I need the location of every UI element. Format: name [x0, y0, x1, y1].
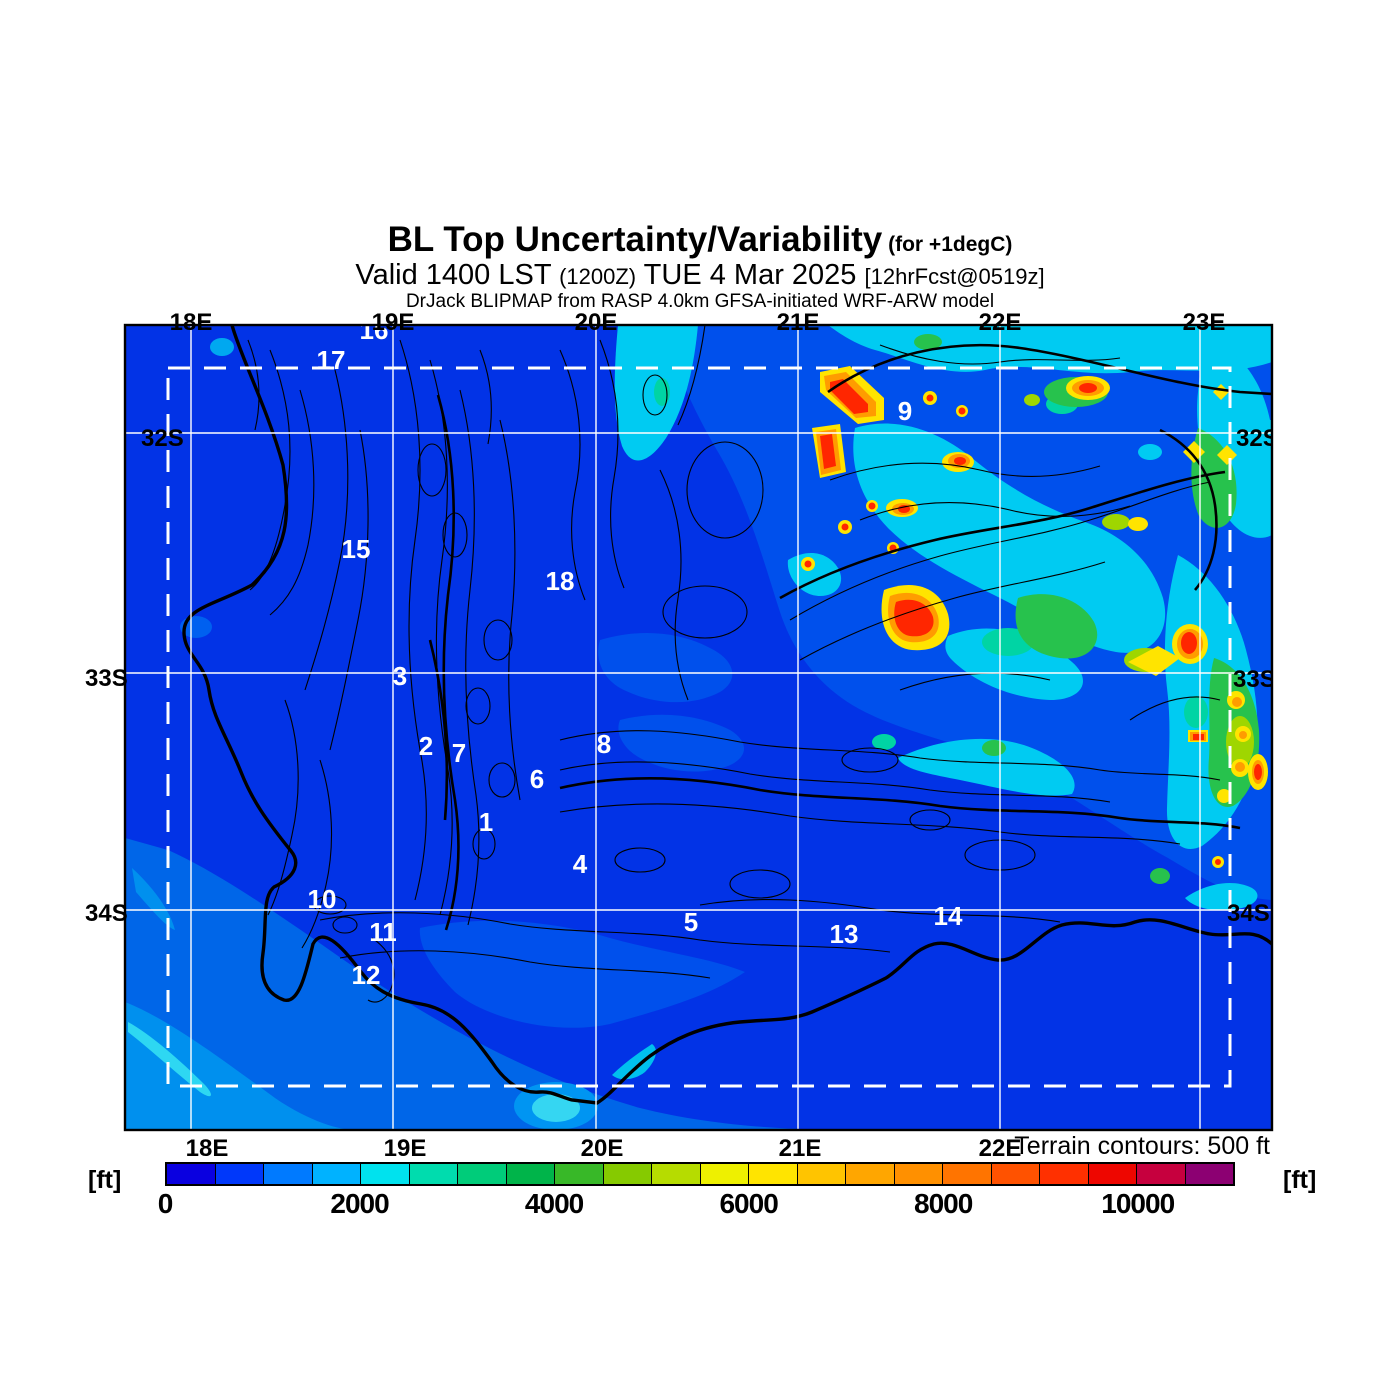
colorbar-segment-7: [506, 1164, 555, 1184]
waypoint-label-12: 12: [352, 960, 381, 990]
title-qualifier: (for +1degC): [882, 233, 1013, 256]
lat-label-right-33s: 33S: [1233, 666, 1276, 693]
waypoint-label-1: 1: [479, 807, 493, 837]
waypoint-label-14: 14: [934, 901, 963, 931]
colorbar-tick-2000: 2000: [330, 1188, 389, 1219]
axis-label-top-19e: 19E: [372, 309, 415, 336]
axis-label-top-20e: 20E: [575, 309, 618, 336]
colorbar-tick-0: 0: [157, 1188, 174, 1219]
lat-label-left-33s: 33S: [85, 665, 128, 692]
waypoint-label-5: 5: [684, 907, 698, 937]
valid-prefix: Valid 1400 LST: [355, 259, 560, 292]
colorbar-segment-15: [894, 1164, 943, 1184]
waypoint-label-9: 9: [898, 396, 912, 426]
colorbar-segment-19: [1088, 1164, 1137, 1184]
domain-boundary-box: [166, 366, 1232, 1088]
colorbar-segment-12: [749, 1164, 798, 1184]
colorbar-segment-16: [943, 1164, 992, 1184]
colorbar-tick-8000: 8000: [914, 1188, 973, 1219]
colorbar-segment-11: [700, 1164, 749, 1184]
elevation-colorbar: [165, 1162, 1235, 1186]
axis-label-top-21e: 21E: [777, 309, 820, 336]
axis-label-top-23e: 23E: [1183, 309, 1226, 336]
waypoint-label-4: 4: [573, 849, 588, 879]
valid-time-line: Valid 1400 LST (1200Z) TUE 4 Mar 2025 [1…: [0, 260, 1400, 290]
model-line: DrJack BLIPMAP from RASP 4.0km GFSA-init…: [405, 290, 995, 312]
lat-label-right-34s: 34S: [1227, 900, 1270, 927]
colorbar-segment-6: [458, 1164, 507, 1184]
waypoint-label-15: 15: [342, 534, 371, 564]
colorbar-unit-right: [ft]: [1283, 1166, 1317, 1194]
axis-label-bottom-19e: 19E: [384, 1135, 427, 1162]
waypoint-label-6: 6: [530, 764, 544, 794]
valid-zulu: (1200Z): [559, 264, 637, 290]
colorbar-segment-8: [555, 1164, 604, 1184]
colorbar-segment-4: [361, 1164, 410, 1184]
colorbar-segment-17: [991, 1164, 1040, 1184]
graticule: [125, 325, 1272, 1130]
lat-label-right-32s: 32S: [1236, 425, 1279, 452]
axis-label-top-22e: 22E: [979, 309, 1022, 336]
axis-label-top-18e: 18E: [170, 309, 213, 336]
waypoint-label-17: 17: [317, 345, 346, 375]
axis-label-bottom-20e: 20E: [581, 1135, 624, 1162]
top-axis-labels: 18E 19E 20E 21E 22E 23E: [170, 309, 1226, 336]
forecast-tag: [12hrFcst@0519z]: [864, 264, 1045, 290]
waypoint-label-11: 11: [369, 917, 397, 947]
colorbar-segment-14: [846, 1164, 895, 1184]
colorbar-segment-9: [603, 1164, 652, 1184]
colorbar-tick-6000: 6000: [719, 1188, 778, 1219]
waypoint-label-2: 2: [419, 731, 433, 761]
axis-label-bottom-18e: 18E: [186, 1135, 229, 1162]
ocean-shading: [125, 338, 860, 1130]
lat-label-left-34s: 34S: [85, 900, 128, 927]
waypoint-label-7: 7: [452, 738, 466, 768]
axis-label-bottom-22e: 22E: [979, 1135, 1022, 1162]
waypoint-label-8: 8: [597, 729, 611, 759]
waypoint-label-3: 3: [393, 661, 407, 691]
colorbar-tick-4000: 4000: [524, 1188, 584, 1219]
waypoint-label-16: 16: [360, 315, 389, 345]
terrain-contours-note: Terrain contours: 500 ft: [1014, 1132, 1270, 1160]
title-block: BL Top Uncertainty/Variability (for +1de…: [0, 220, 1400, 312]
colorbar-segment-5: [409, 1164, 458, 1184]
bottom-axis-labels: 18E 19E 20E 21E 22E: [186, 1135, 1022, 1162]
colorbar-tick-labels: 0 2000 4000 6000 8000 10000: [158, 1188, 1235, 1222]
colorbar-segment-13: [797, 1164, 846, 1184]
axis-label-bottom-21e: 21E: [779, 1135, 822, 1162]
colorbar-segment-0: [167, 1164, 216, 1184]
map-border: [123, 323, 1274, 1132]
bold-contours: [428, 343, 1272, 931]
waypoint-label-18: 18: [546, 566, 575, 596]
valid-date: TUE 4 Mar 2025: [636, 259, 865, 292]
red-spots: [804, 379, 1262, 865]
colorbar-segment-18: [1040, 1164, 1089, 1184]
lat-label-left-32s: 32S: [141, 425, 184, 452]
colorbar-segment-21: [1185, 1164, 1233, 1184]
colorbar-segment-10: [652, 1164, 701, 1184]
colorbar-segment-1: [215, 1164, 264, 1184]
colorbar-unit-left: [ft]: [88, 1166, 122, 1194]
coastline: [182, 325, 1272, 1105]
waypoint-label-10: 10: [308, 884, 337, 914]
colorbar-tick-10000: 10000: [1101, 1188, 1175, 1219]
colorbar-segment-2: [264, 1164, 313, 1184]
page-title: BL Top Uncertainty/Variability (for +1de…: [0, 220, 1400, 259]
land-shading: [419, 325, 1272, 1028]
colorbar-segment-3: [312, 1164, 361, 1184]
title-main: BL Top Uncertainty/Variability: [387, 220, 883, 259]
colorbar-segment-20: [1137, 1164, 1186, 1184]
waypoint-label-13: 13: [830, 919, 859, 949]
